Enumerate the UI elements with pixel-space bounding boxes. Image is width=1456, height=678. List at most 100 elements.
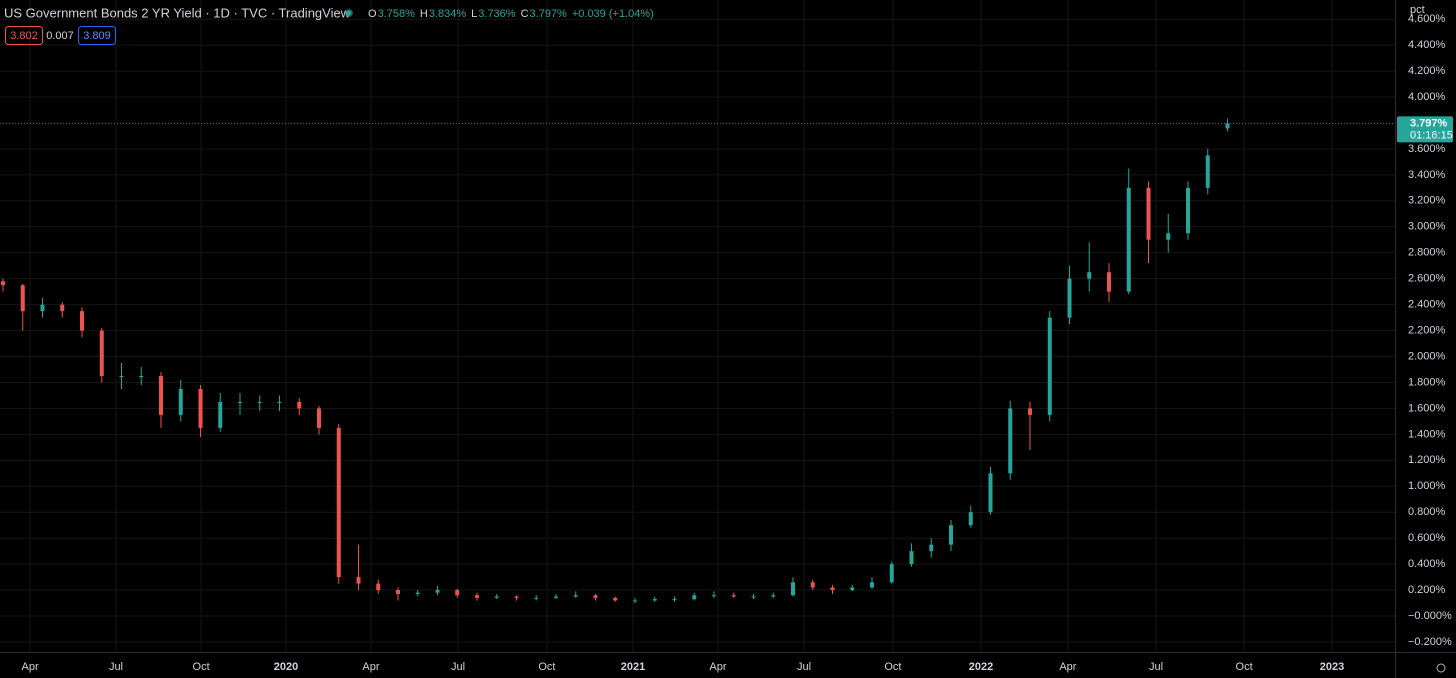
candle-body bbox=[573, 595, 578, 597]
candle-body bbox=[20, 285, 25, 312]
candle-body bbox=[968, 512, 973, 526]
candle-body bbox=[80, 311, 84, 331]
settings-icon[interactable] bbox=[1436, 663, 1446, 673]
candle-body bbox=[672, 599, 677, 601]
y-tick-label: 0.200% bbox=[1408, 584, 1446, 596]
candle-body bbox=[652, 599, 657, 601]
ohlc-legend: O 3.758% H 3.834% L 3.736% C 3.797% +0.039 (+1.0… bbox=[368, 8, 654, 20]
x-tick-label: 2020 bbox=[274, 661, 298, 673]
y-tick-label: 3.000% bbox=[1408, 221, 1446, 233]
candle-body bbox=[336, 427, 341, 578]
candle-body bbox=[1028, 408, 1032, 415]
candle-body bbox=[830, 587, 835, 591]
y-tick-label: 0.400% bbox=[1408, 558, 1446, 570]
y-tick-label: 0.800% bbox=[1408, 506, 1446, 518]
candle-body bbox=[870, 582, 874, 588]
candle-body bbox=[297, 401, 302, 409]
candle-body bbox=[1166, 233, 1171, 240]
candle-body bbox=[633, 600, 637, 602]
candle-body bbox=[692, 595, 697, 600]
spread: 0.007 bbox=[46, 30, 74, 42]
x-tick-label: Apr bbox=[362, 661, 379, 673]
y-tick-label: 1.800% bbox=[1408, 376, 1446, 388]
candle-body bbox=[317, 408, 321, 428]
x-tick-label: Jul bbox=[109, 661, 123, 673]
candle-body bbox=[198, 388, 203, 428]
candle-body bbox=[455, 590, 460, 596]
candle-body bbox=[731, 595, 736, 597]
y-tick-label: 2.200% bbox=[1408, 324, 1446, 336]
candle-body bbox=[119, 375, 124, 377]
y-tick-label: 2.600% bbox=[1408, 273, 1446, 285]
unit-label: pct bbox=[1410, 4, 1425, 16]
y-tick-label: 3.200% bbox=[1408, 195, 1446, 207]
y-tick-label: 2.400% bbox=[1408, 299, 1446, 311]
x-tick-label: Apr bbox=[1059, 661, 1076, 673]
candle-body bbox=[554, 596, 558, 598]
ohlc-value: 3.834% bbox=[429, 8, 467, 20]
candle-body bbox=[929, 544, 934, 552]
y-tick-label: −0.200% bbox=[1408, 636, 1452, 648]
candle-body bbox=[771, 595, 776, 597]
ohlc-key: O bbox=[368, 8, 377, 20]
y-tick-label: 1.200% bbox=[1408, 454, 1446, 466]
x-tick-label: Apr bbox=[21, 661, 38, 673]
candle-body bbox=[1205, 155, 1210, 188]
x-tick-label: Oct bbox=[538, 661, 555, 673]
ask-box bbox=[78, 26, 116, 45]
candle-body bbox=[218, 401, 223, 428]
candles bbox=[0, 118, 1395, 604]
x-tick-label: Apr bbox=[709, 661, 726, 673]
candle-body bbox=[1146, 187, 1151, 240]
candle-body bbox=[40, 304, 45, 312]
y-tick-label: 4.200% bbox=[1408, 65, 1446, 77]
axes: −0.200% −0.000% 0.200% 0.400% 0.600% 0.800% 1.… bbox=[21, 13, 1453, 673]
candle-body bbox=[593, 595, 598, 598]
candle-body bbox=[1008, 408, 1013, 474]
candle-body bbox=[1225, 123, 1230, 129]
x-tick-label: Jul bbox=[1149, 661, 1163, 673]
candle-body bbox=[1067, 278, 1072, 318]
candle-body bbox=[514, 596, 519, 598]
candle-body bbox=[613, 597, 618, 601]
x-tick-label: Oct bbox=[884, 661, 901, 673]
x-tick-label: Oct bbox=[1236, 661, 1253, 673]
candle-body bbox=[949, 525, 953, 545]
candle-body bbox=[475, 595, 479, 598]
candle-body bbox=[909, 551, 914, 565]
candle-body bbox=[396, 590, 400, 594]
y-tick-label: 1.000% bbox=[1408, 480, 1446, 492]
y-tick-label: 2.000% bbox=[1408, 350, 1446, 362]
bid-box bbox=[5, 26, 43, 45]
x-tick-label: 2021 bbox=[621, 661, 645, 673]
change: +0.039 (+1.04%) bbox=[572, 8, 654, 20]
candle-body bbox=[159, 375, 163, 415]
ohlc-key: C bbox=[521, 8, 529, 20]
candle-body bbox=[534, 597, 539, 599]
y-tick-label: 4.400% bbox=[1408, 39, 1446, 51]
countdown: 01:16:15 bbox=[1410, 129, 1453, 141]
candle-body bbox=[257, 401, 262, 403]
y-tick-label: 4.000% bbox=[1408, 91, 1446, 103]
y-tick-label: 1.600% bbox=[1408, 402, 1446, 414]
ask: 3.809 bbox=[83, 30, 111, 42]
candle-body bbox=[238, 401, 242, 403]
candle-body bbox=[178, 388, 183, 415]
candle-body bbox=[139, 375, 144, 377]
y-tick-label: 0.600% bbox=[1408, 532, 1446, 544]
candle-body bbox=[1047, 317, 1052, 415]
candle-body bbox=[60, 304, 65, 312]
candle-body bbox=[1126, 187, 1131, 292]
ohlc-key: H bbox=[420, 8, 428, 20]
candle-body bbox=[99, 330, 104, 376]
y-tick-label: 4.600% bbox=[1408, 13, 1446, 25]
candle-body bbox=[1087, 272, 1092, 279]
candle-body bbox=[1107, 272, 1111, 292]
candle-body bbox=[494, 596, 499, 598]
candle-body bbox=[277, 401, 282, 403]
ohlc-key: L bbox=[471, 8, 477, 20]
y-tick-label: 3.400% bbox=[1408, 169, 1446, 181]
candle-body bbox=[791, 582, 795, 596]
